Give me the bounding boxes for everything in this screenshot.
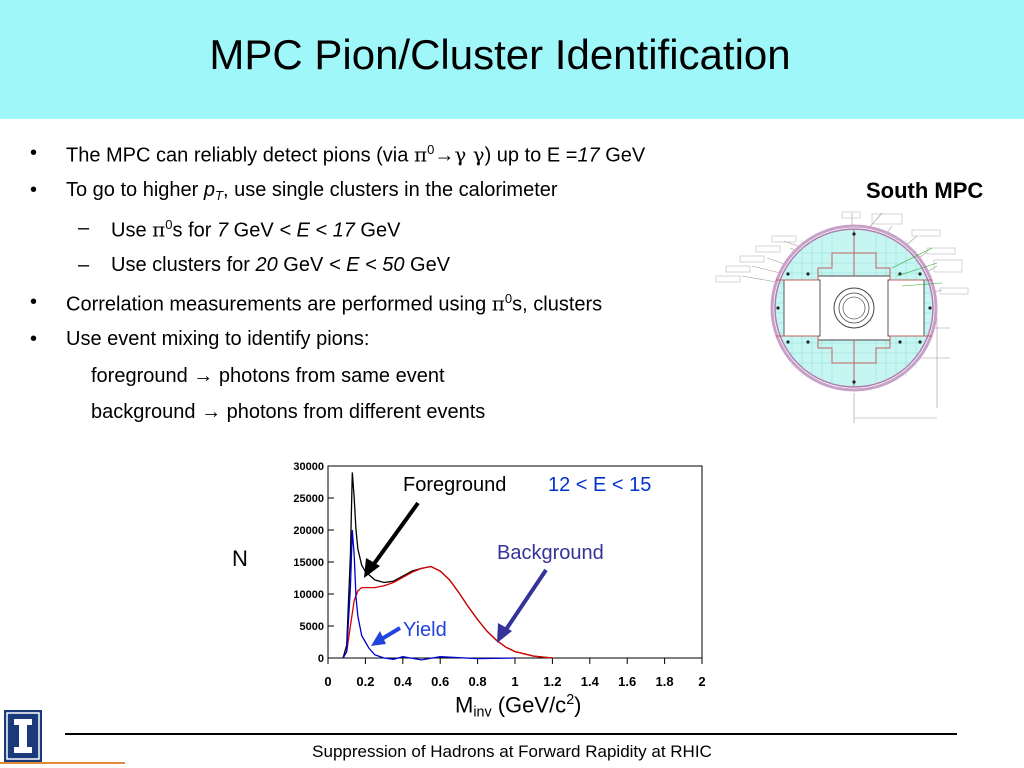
bullet-marker: • xyxy=(30,328,38,350)
series-line-background xyxy=(342,565,553,659)
x-tick-label: 2 xyxy=(698,674,705,689)
x-tick-label: 1.2 xyxy=(543,674,561,689)
yield-arrow-head xyxy=(371,631,386,646)
unit: GeV xyxy=(354,219,401,242)
support-dots xyxy=(776,232,932,384)
y-tick-label: 25000 xyxy=(293,493,324,505)
footer-divider xyxy=(65,733,957,735)
text: photons from different events xyxy=(221,401,486,423)
bullet-marker: • xyxy=(30,291,38,313)
text: foreground xyxy=(91,365,194,387)
arrow-icon: → xyxy=(193,365,214,387)
text: Correlation measurements are performed u… xyxy=(66,293,492,316)
foreground-line: foreground → photons from same event xyxy=(91,365,691,388)
x-tick-label: 1.4 xyxy=(581,674,600,689)
detector-label-boxes xyxy=(715,211,969,295)
pi-symbol: π xyxy=(152,217,166,242)
unit: GeV xyxy=(404,254,451,276)
x-axis-label: Minv (GeV/c2) xyxy=(455,692,581,721)
footer-text: Suppression of Hadrons at Forward Rapidi… xyxy=(312,742,712,761)
text: , use single clusters in the calorimeter xyxy=(222,179,558,201)
energy-condition: < E < 17 xyxy=(279,219,355,242)
dash-marker: – xyxy=(78,217,90,239)
text: photons from same event xyxy=(213,365,445,387)
x-tick-label: 0.2 xyxy=(356,674,374,689)
energy-condition: < E < 50 xyxy=(328,254,405,276)
pt-symbol: p xyxy=(203,179,215,201)
module-outlines xyxy=(776,230,932,386)
arrow-icon: → xyxy=(201,401,222,423)
subscript: T xyxy=(215,187,223,203)
title-bar xyxy=(0,0,1024,119)
x-axis-label-sub: inv xyxy=(473,704,492,721)
x-tick-label: 1.6 xyxy=(618,674,636,689)
foreground-arrow-head xyxy=(364,558,380,578)
x-axis-label-rest: (GeV/c xyxy=(491,692,567,718)
bullet-marker: • xyxy=(30,142,38,164)
energy-value: 20 xyxy=(255,254,278,276)
unit: GeV xyxy=(599,144,646,167)
logo-accent-line xyxy=(0,762,125,764)
x-axis-label-main: M xyxy=(455,692,474,718)
text: s for xyxy=(172,219,217,242)
x-tick-label: 1 xyxy=(511,674,518,689)
y-tick-label: 20000 xyxy=(293,525,324,537)
yield-label: Yield xyxy=(403,619,447,641)
y-tick-label: 30000 xyxy=(293,461,324,473)
series-line-yield xyxy=(342,529,516,661)
text: Use xyxy=(111,219,153,242)
energy-value: 7 xyxy=(216,219,229,242)
text: background xyxy=(91,401,202,423)
foreground-arrow xyxy=(369,501,420,570)
superscript: 0 xyxy=(427,142,435,157)
unit: GeV xyxy=(277,254,329,276)
text: ) up to E = xyxy=(484,144,578,167)
superscript: 0 xyxy=(165,217,173,232)
background-line: background → photons from different even… xyxy=(91,401,691,424)
y-tick-label: 10000 xyxy=(293,589,324,601)
slide-title: MPC Pion/Cluster Identification xyxy=(209,31,791,78)
background-arrow-head xyxy=(497,623,512,643)
text: Use event mixing to identify pions: xyxy=(66,328,370,350)
x-tick-label: 0.8 xyxy=(469,674,487,689)
energy-value: 17 xyxy=(577,144,600,167)
superscript: 0 xyxy=(504,291,513,306)
gamma-symbols: γ γ xyxy=(454,142,485,167)
y-tick-label: 15000 xyxy=(293,557,324,569)
text: s, clusters xyxy=(512,293,603,316)
text: Use clusters for xyxy=(111,254,256,276)
pi-symbol: π xyxy=(413,142,428,167)
yield-arrow xyxy=(378,626,402,642)
arrow-icon: → xyxy=(434,144,455,167)
dash-marker: – xyxy=(78,254,90,276)
university-logo-icon xyxy=(4,710,42,762)
chart-annotations: Foreground 12 < E < 15 Background Yield xyxy=(364,474,651,646)
bullet-marker: • xyxy=(30,179,38,201)
y-tick-label: 5000 xyxy=(300,621,324,633)
green-leaders xyxy=(891,247,943,287)
text: The MPC can reliably detect pions (via xyxy=(66,144,414,167)
pi-symbol: π xyxy=(491,291,505,316)
x-tick-label: 0.6 xyxy=(431,674,449,689)
x-axis-label-close: ) xyxy=(574,692,582,718)
x-tick-label: 0 xyxy=(324,674,331,689)
n-axis-label: N xyxy=(232,546,248,571)
x-axis-label-sup: 2 xyxy=(566,692,575,708)
south-mpc-diagram xyxy=(715,211,969,423)
chart-ticks: 0 0.2 0.4 0.6 0.8 1 1.2 1.4 1.6 1.8 2 0 5000 10000 150… xyxy=(293,461,705,689)
chart-series xyxy=(342,472,553,661)
detector-body xyxy=(770,224,943,392)
unit: GeV xyxy=(228,219,280,242)
text: To go to higher xyxy=(66,179,204,201)
background-arrow xyxy=(501,568,548,636)
invariant-mass-chart: 0 0.2 0.4 0.6 0.8 1 1.2 1.4 1.6 1.8 2 0 5000 10000 150… xyxy=(276,458,722,698)
south-mpc-label: South MPC xyxy=(866,178,984,203)
y-tick-label: 0 xyxy=(318,653,324,665)
x-tick-label: 1.8 xyxy=(656,674,674,689)
energy-range-label: 12 < E < 15 xyxy=(548,474,651,496)
background-label: Background xyxy=(497,542,604,564)
x-tick-label: 0.4 xyxy=(394,674,413,689)
foreground-label: Foreground xyxy=(403,474,506,496)
